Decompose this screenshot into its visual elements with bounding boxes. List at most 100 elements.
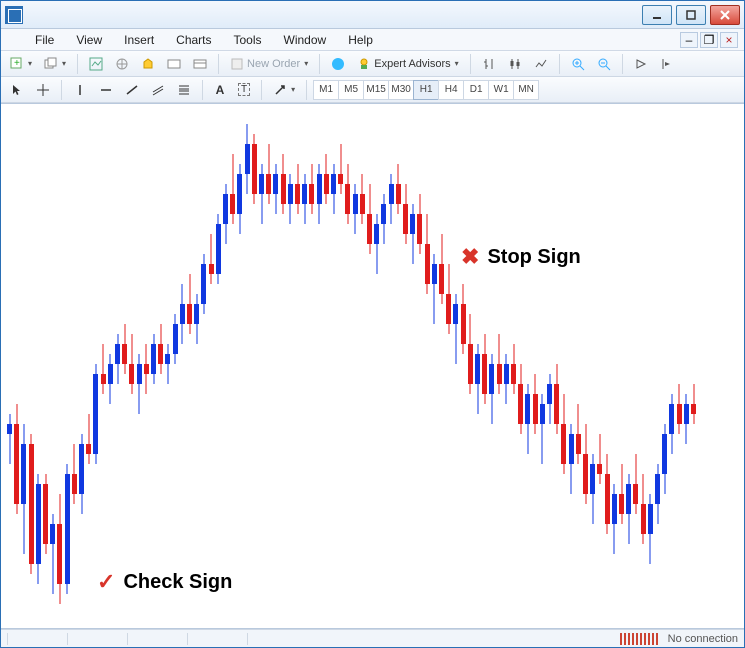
horizontal-line-button[interactable] xyxy=(94,79,118,101)
mdi-controls: – ❐ × xyxy=(680,32,738,48)
menu-tools[interactable]: Tools xyxy=(224,31,272,49)
candle xyxy=(461,104,466,628)
candle xyxy=(266,104,271,628)
status-bar: No connection xyxy=(1,629,744,647)
new-order-button[interactable]: New Order▾ xyxy=(225,53,313,75)
candle xyxy=(252,104,257,628)
timeframe-h1-button[interactable]: H1 xyxy=(413,80,439,100)
auto-scroll-button[interactable] xyxy=(629,53,653,75)
timeframe-m1-button[interactable]: M1 xyxy=(313,80,339,100)
candle xyxy=(194,104,199,628)
candle xyxy=(309,104,314,628)
arrows-button[interactable]: ▾ xyxy=(268,79,300,101)
zoom-out-button[interactable] xyxy=(592,53,616,75)
timeframe-h4-button[interactable]: H4 xyxy=(438,80,464,100)
menu-app-icon xyxy=(7,32,23,48)
chart-area[interactable]: ✖ Stop Sign ✓ Check Sign xyxy=(1,103,744,629)
text-button[interactable]: A xyxy=(209,79,231,101)
candle xyxy=(331,104,336,628)
metaquotes-button[interactable] xyxy=(326,53,350,75)
candle xyxy=(605,104,610,628)
candle xyxy=(410,104,415,628)
candle xyxy=(144,104,149,628)
candle xyxy=(173,104,178,628)
candle xyxy=(86,104,91,628)
expert-advisors-button[interactable]: Expert Advisors▾ xyxy=(352,53,463,75)
candle xyxy=(626,104,631,628)
window-close-button[interactable] xyxy=(710,5,740,25)
mdi-restore-button[interactable]: ❐ xyxy=(700,32,718,48)
cursor-button[interactable] xyxy=(5,79,29,101)
candle xyxy=(353,104,358,628)
vertical-line-button[interactable] xyxy=(68,79,92,101)
mdi-minimize-button[interactable]: – xyxy=(680,32,698,48)
crosshair-button[interactable] xyxy=(31,79,55,101)
candlestick-button[interactable] xyxy=(503,53,527,75)
candle xyxy=(612,104,617,628)
new-chart-button[interactable]: +▾ xyxy=(5,53,37,75)
candle xyxy=(583,104,588,628)
candle xyxy=(324,104,329,628)
candle xyxy=(547,104,552,628)
chart-shift-button[interactable] xyxy=(655,53,679,75)
timeframe-mn-button[interactable]: MN xyxy=(513,80,539,100)
candle xyxy=(295,104,300,628)
candle xyxy=(396,104,401,628)
profiles-button[interactable]: ▾ xyxy=(39,53,71,75)
timeframe-m5-button[interactable]: M5 xyxy=(338,80,364,100)
menu-help[interactable]: Help xyxy=(338,31,383,49)
timeframe-w1-button[interactable]: W1 xyxy=(488,80,514,100)
bar-chart-button[interactable] xyxy=(477,53,501,75)
candle xyxy=(677,104,682,628)
candle xyxy=(367,104,372,628)
window-minimize-button[interactable] xyxy=(642,5,672,25)
candle xyxy=(237,104,242,628)
fibonacci-button[interactable] xyxy=(172,79,196,101)
candle xyxy=(43,104,48,628)
candle xyxy=(389,104,394,628)
navigator-button[interactable] xyxy=(110,53,134,75)
candle xyxy=(14,104,19,628)
stop-sign-icon: ✖ xyxy=(461,244,479,270)
menu-window[interactable]: Window xyxy=(274,31,337,49)
strategy-tester-button[interactable] xyxy=(188,53,212,75)
check-sign-label: Check Sign xyxy=(123,571,232,594)
terminal-button[interactable] xyxy=(162,53,186,75)
timeframe-d1-button[interactable]: D1 xyxy=(463,80,489,100)
line-chart-button[interactable] xyxy=(529,53,553,75)
timeframe-m30-button[interactable]: M30 xyxy=(388,80,414,100)
connection-indicator-icon xyxy=(620,633,660,645)
text-label-button[interactable]: T xyxy=(233,79,255,101)
data-window-button[interactable] xyxy=(136,53,160,75)
candle xyxy=(302,104,307,628)
candle xyxy=(216,104,221,628)
menu-file[interactable]: File xyxy=(25,31,64,49)
trendline-button[interactable] xyxy=(120,79,144,101)
new-order-label: New Order xyxy=(247,58,300,70)
window-maximize-button[interactable] xyxy=(676,5,706,25)
candle xyxy=(281,104,286,628)
menu-insert[interactable]: Insert xyxy=(114,31,164,49)
mdi-close-button[interactable]: × xyxy=(720,32,738,48)
candle xyxy=(115,104,120,628)
candle xyxy=(468,104,473,628)
stop-sign-label: Stop Sign xyxy=(487,246,580,269)
timeframe-m15-button[interactable]: M15 xyxy=(363,80,389,100)
candle xyxy=(641,104,646,628)
candle xyxy=(554,104,559,628)
menu-view[interactable]: View xyxy=(66,31,112,49)
candle xyxy=(684,104,689,628)
timeframe-selector: M1M5M15M30H1H4D1W1MN xyxy=(313,80,538,100)
candle xyxy=(29,104,34,628)
menu-charts[interactable]: Charts xyxy=(166,31,221,49)
candle xyxy=(561,104,566,628)
candle xyxy=(338,104,343,628)
candle xyxy=(245,104,250,628)
equidistant-channel-button[interactable] xyxy=(146,79,170,101)
check-sign-icon: ✓ xyxy=(97,569,115,595)
candle xyxy=(511,104,516,628)
zoom-in-button[interactable] xyxy=(566,53,590,75)
candle xyxy=(533,104,538,628)
market-watch-button[interactable] xyxy=(84,53,108,75)
candle xyxy=(151,104,156,628)
